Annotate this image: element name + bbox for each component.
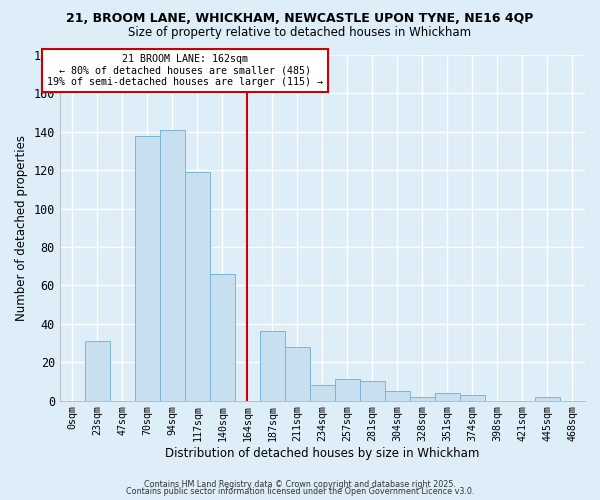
Bar bbox=[410, 396, 435, 400]
Bar bbox=[435, 393, 460, 400]
Y-axis label: Number of detached properties: Number of detached properties bbox=[15, 135, 28, 321]
Bar bbox=[85, 341, 110, 400]
Bar bbox=[535, 396, 560, 400]
Bar bbox=[310, 385, 335, 400]
Bar bbox=[335, 380, 360, 400]
Text: Contains HM Land Registry data © Crown copyright and database right 2025.: Contains HM Land Registry data © Crown c… bbox=[144, 480, 456, 489]
Bar bbox=[210, 274, 235, 400]
Bar bbox=[260, 332, 285, 400]
Text: Size of property relative to detached houses in Whickham: Size of property relative to detached ho… bbox=[128, 26, 472, 39]
Bar bbox=[285, 347, 310, 401]
Bar bbox=[460, 395, 485, 400]
Bar bbox=[185, 172, 210, 400]
Bar bbox=[385, 391, 410, 400]
Text: Contains public sector information licensed under the Open Government Licence v3: Contains public sector information licen… bbox=[126, 488, 474, 496]
X-axis label: Distribution of detached houses by size in Whickham: Distribution of detached houses by size … bbox=[165, 447, 479, 460]
Bar bbox=[160, 130, 185, 400]
Text: 21, BROOM LANE, WHICKHAM, NEWCASTLE UPON TYNE, NE16 4QP: 21, BROOM LANE, WHICKHAM, NEWCASTLE UPON… bbox=[67, 12, 533, 26]
Bar bbox=[360, 382, 385, 400]
Text: 21 BROOM LANE: 162sqm
← 80% of detached houses are smaller (485)
19% of semi-det: 21 BROOM LANE: 162sqm ← 80% of detached … bbox=[47, 54, 323, 87]
Bar bbox=[135, 136, 160, 400]
